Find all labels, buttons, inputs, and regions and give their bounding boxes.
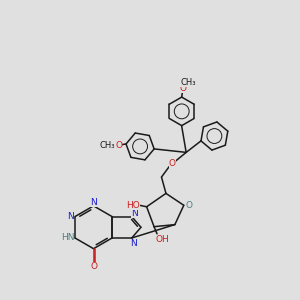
Text: N: N [67,212,74,221]
Text: CH₃: CH₃ [100,141,116,150]
Text: O: O [116,141,122,150]
Text: O: O [169,159,176,168]
Text: CH₃: CH₃ [181,78,196,87]
Text: N: N [131,209,138,218]
Text: HO: HO [126,201,140,210]
Text: N: N [90,198,97,207]
Text: HN: HN [61,233,74,242]
Text: O: O [186,201,193,210]
Text: O: O [90,262,97,271]
Text: O: O [180,84,187,93]
Text: OH: OH [155,235,169,244]
Text: N: N [130,239,136,248]
